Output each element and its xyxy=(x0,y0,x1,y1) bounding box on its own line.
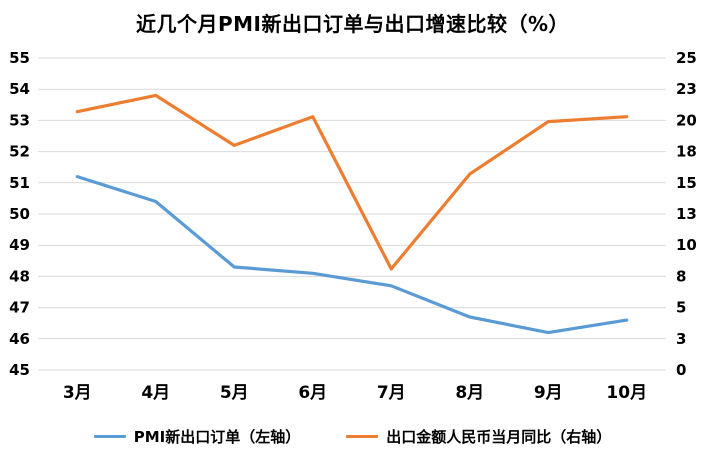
left-axis-tick: 46 xyxy=(9,330,30,348)
legend-swatch-pmi-line xyxy=(93,435,126,438)
chart-title: 近几个月PMI新出口订单与出口增速比较（%） xyxy=(135,12,570,36)
x-axis-label: 8月 xyxy=(455,383,484,403)
right-axis-tick: 15 xyxy=(676,174,697,192)
right-axis-tick: 18 xyxy=(676,143,697,161)
chart-legend: PMI新出口订单（左轴） 出口金额人民币当月同比（右轴） xyxy=(0,426,705,447)
right-axis-tick: 0 xyxy=(676,361,686,379)
legend-item-pmi: PMI新出口订单（左轴） xyxy=(93,426,301,447)
right-axis-tick: 8 xyxy=(676,267,686,285)
left-axis-tick: 51 xyxy=(9,174,30,192)
legend-item-export: 出口金额人民币当月同比（右轴） xyxy=(346,426,611,447)
left-axis-tick: 53 xyxy=(9,111,30,129)
left-axis-tick: 52 xyxy=(9,143,30,161)
left-axis-tick: 50 xyxy=(9,205,30,223)
left-axis-tick: 54 xyxy=(9,80,30,98)
right-axis-tick: 5 xyxy=(676,299,686,317)
right-axis-tick: 25 xyxy=(676,49,697,67)
right-axis-tick: 10 xyxy=(676,236,697,254)
legend-label-export: 出口金额人民币当月同比（右轴） xyxy=(386,428,612,446)
x-axis-label: 6月 xyxy=(298,383,327,403)
right-axis-tick: 3 xyxy=(676,330,686,348)
legend-swatch-export-line xyxy=(346,435,379,438)
left-axis-tick: 49 xyxy=(9,236,30,254)
x-axis-label: 4月 xyxy=(141,383,170,403)
series-line-0 xyxy=(75,175,629,335)
left-axis-tick: 47 xyxy=(9,299,30,317)
series-line-1 xyxy=(75,93,629,271)
x-axis-label: 10月 xyxy=(606,383,647,403)
right-axis-tick: 13 xyxy=(676,205,697,223)
x-axis-label: 9月 xyxy=(534,383,563,403)
x-axis-label: 3月 xyxy=(63,383,92,403)
right-axis-tick: 23 xyxy=(676,80,697,98)
left-axis-tick: 48 xyxy=(9,267,30,285)
left-axis-tick: 45 xyxy=(9,361,30,379)
x-axis-label: 5月 xyxy=(220,383,249,403)
x-axis-label: 7月 xyxy=(377,383,406,403)
right-axis-tick: 20 xyxy=(676,111,697,129)
left-axis-tick: 55 xyxy=(9,49,30,67)
legend-label-pmi: PMI新出口订单（左轴） xyxy=(133,428,301,446)
